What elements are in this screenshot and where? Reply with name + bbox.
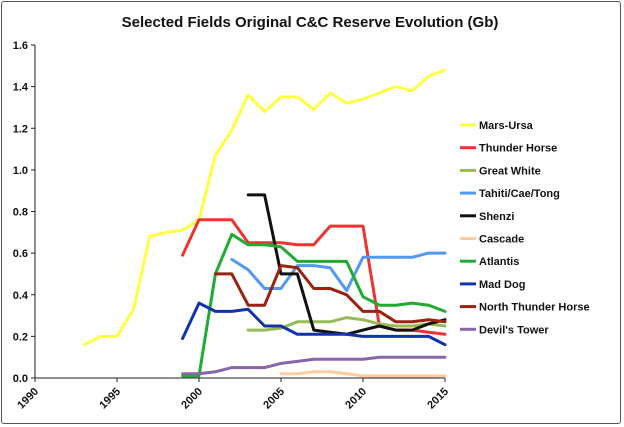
chart-title: Selected Fields Original C&C Reserve Evo… [122,14,499,31]
x-tick-label: 1990 [15,386,41,412]
chart-legend: Mars-Ursa Thunder Horse Great White Tahiti/… [460,120,590,336]
series-line-7 [181,301,447,347]
legend-label: Mad Dog [479,279,525,291]
x-tick-label: 2000 [179,386,205,412]
y-tick-label: 0.8 [13,207,28,219]
legend-label: Shenzi [479,211,514,223]
legend-label: Great White [479,165,541,177]
y-tick-label: 1.6 [13,40,28,52]
y-tick-label: 0.6 [13,248,28,260]
x-tick-label: 2010 [343,386,369,412]
series-line-0 [82,68,447,347]
legend-label: Tahiti/Cae/Tong [479,188,560,200]
series-line-3 [230,251,447,293]
legend-label: North Thunder Horse [479,302,590,314]
y-tick-label: 1.0 [13,165,28,177]
y-tick-label: 0.0 [13,373,28,385]
y-tick-label: 1.2 [13,123,28,135]
series-line-9 [181,355,447,376]
y-tick-label: 0.4 [13,290,29,302]
legend-label: Thunder Horse [479,143,557,155]
x-tick-label: 2005 [261,386,287,412]
chart-series [82,68,447,378]
series-line-1 [181,218,447,336]
series-line-6 [181,232,447,378]
legend-label: Atlantis [479,256,519,268]
legend-label: Mars-Ursa [479,120,534,132]
series-line-2 [246,316,447,332]
y-tick-label: 1.4 [13,82,29,94]
y-tick-label: 0.2 [13,331,28,343]
series-line-8 [213,264,447,324]
series-line-5 [279,370,447,378]
x-tick-label: 2015 [425,386,451,412]
legend-label: Devil's Tower [479,324,549,336]
legend-label: Cascade [479,234,524,246]
x-tick-label: 1995 [97,386,123,412]
